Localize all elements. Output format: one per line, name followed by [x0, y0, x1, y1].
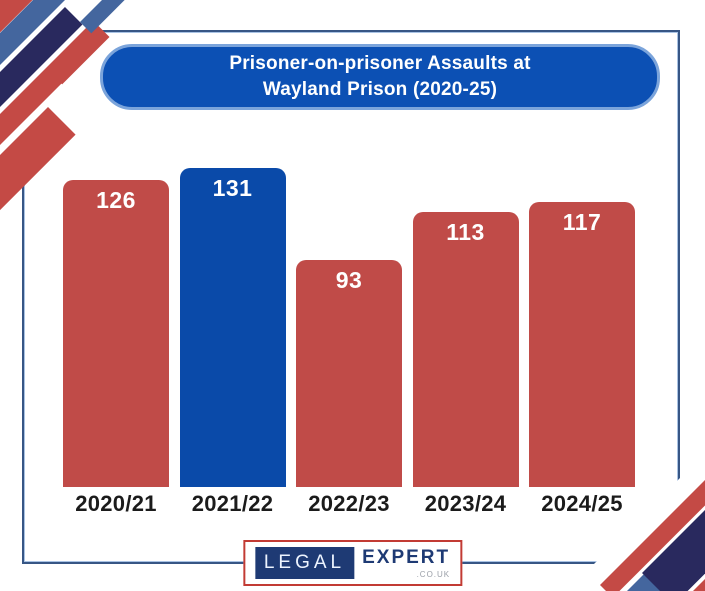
x-axis-label: 2023/24 — [424, 491, 507, 516]
logo-couk-text: .CO.UK — [416, 570, 451, 579]
bar-value-label: 131 — [212, 175, 253, 201]
title-line-1: Prisoner-on-prisoner Assaults at — [229, 53, 531, 75]
logo-right-block: EXPERT .CO.UK — [362, 547, 450, 579]
bar-2020-21: 126 — [63, 180, 169, 487]
bar-value-label: 93 — [335, 267, 363, 293]
bar-2021-22: 131 — [179, 168, 286, 487]
title-line-2: Wayland Prison (2020-25) — [262, 79, 498, 100]
x-axis-label: 2021/22 — [191, 491, 274, 516]
x-axis-label: 2022/23 — [308, 491, 390, 516]
x-axis-label: 2020/21 — [75, 491, 157, 516]
x-axis-label: 2024/25 — [541, 491, 623, 516]
bar-2022-23: 93 — [296, 260, 402, 487]
bar-2024-25: 117 — [529, 202, 635, 487]
bar-value-label: 113 — [446, 219, 485, 245]
bar-value-label: 117 — [562, 209, 602, 235]
bar-2023-24: 113 — [412, 212, 519, 487]
legal-expert-logo: LEGAL EXPERT .CO.UK — [242, 540, 463, 586]
title-banner: Prisoner-on-prisoner Assaults at Wayland… — [100, 44, 660, 110]
bar-value-label: 126 — [96, 187, 136, 213]
logo-expert-text: EXPERT — [362, 547, 451, 568]
logo-legal-mark: LEGAL — [254, 547, 355, 579]
